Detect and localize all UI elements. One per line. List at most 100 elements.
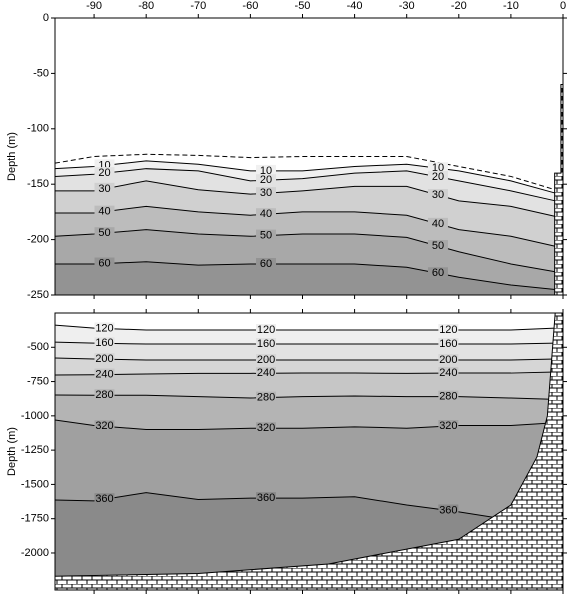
x-tick-label: -40 — [347, 0, 363, 12]
y-tick-label: -100 — [27, 123, 49, 135]
contour-label-bg — [438, 367, 459, 380]
contour-label: 120 — [439, 324, 457, 336]
contour-label: 320 — [257, 422, 275, 434]
contour-label: 30 — [260, 187, 272, 199]
contour-label-bg — [256, 492, 277, 505]
contour-label: 50 — [98, 227, 110, 239]
contour-label-bg — [438, 354, 459, 367]
contour-label-bg — [427, 267, 448, 280]
contour-label-bg — [427, 189, 448, 202]
contour-label: 20 — [432, 171, 444, 183]
y-tick-label: -2000 — [21, 547, 49, 559]
seabed — [55, 313, 563, 590]
contour-label: 60 — [98, 257, 110, 269]
contour-label-bg — [94, 493, 115, 506]
x-tick-label: -60 — [242, 0, 258, 12]
y-tick-label: -1250 — [21, 444, 49, 456]
contour-label: 30 — [98, 183, 110, 195]
contour-label: 360 — [439, 504, 457, 516]
y-axis-label: Depth (m) — [6, 427, 18, 476]
contour-label: 240 — [439, 367, 457, 379]
contour-label: 200 — [95, 353, 113, 365]
contour-line — [55, 180, 556, 217]
contour-label: 160 — [439, 338, 457, 350]
contour-label-bg — [94, 182, 115, 195]
plot-frame — [54, 17, 564, 296]
contour-label-bg — [256, 208, 277, 221]
x-tick-label: -30 — [399, 0, 415, 12]
y-tick-label: 0 — [43, 12, 49, 24]
contour-line — [55, 229, 556, 273]
contour-label: 30 — [432, 189, 444, 201]
contour-label-bg — [94, 167, 115, 180]
contour-label-bg — [94, 353, 115, 366]
contour-label: 40 — [432, 218, 444, 230]
contour-label-bg — [427, 170, 448, 183]
y-tick-label: -250 — [27, 289, 49, 301]
contour-label: 280 — [257, 392, 275, 404]
contour-label: 320 — [95, 420, 113, 432]
contour-line — [55, 394, 556, 400]
contour-label: 20 — [260, 174, 272, 186]
contour-line — [55, 261, 556, 290]
contour-line — [55, 160, 556, 194]
contour-label-bg — [256, 187, 277, 200]
contour-label-bg — [256, 324, 277, 337]
y-tick-label: -50 — [33, 67, 49, 79]
x-tick-label: -50 — [295, 0, 311, 12]
contour-line — [55, 153, 556, 191]
contour-label: 10 — [260, 165, 272, 177]
contour-label-bg — [94, 227, 115, 240]
contour-label-bg — [94, 257, 115, 270]
x-tick-label: -80 — [138, 0, 154, 12]
x-tick-label: -70 — [190, 0, 206, 12]
contour-label-bg — [438, 390, 459, 403]
contour-label-bg — [256, 337, 277, 350]
contour-label: 280 — [95, 389, 113, 401]
contour-label-bg — [94, 368, 115, 381]
contour-label-bg — [438, 324, 459, 337]
contour-label: 20 — [98, 167, 110, 179]
contour-label-bg — [94, 337, 115, 350]
y-tick-label: -1750 — [21, 513, 49, 525]
contour-label: 120 — [95, 322, 113, 334]
x-tick-label: -20 — [451, 0, 467, 12]
contour-label-bg — [427, 217, 448, 230]
y-tick-label: -200 — [27, 234, 49, 246]
contour-band — [55, 261, 556, 295]
contour-line — [55, 492, 556, 527]
contour-label-bg — [94, 389, 115, 402]
contour-label-bg — [256, 422, 277, 435]
contour-label: 280 — [439, 391, 457, 403]
y-tick-label: -150 — [27, 178, 49, 190]
contour-label: 200 — [257, 354, 275, 366]
contour-label: 60 — [260, 258, 272, 270]
contour-label: 40 — [98, 206, 110, 218]
contour-label-bg — [94, 420, 115, 433]
contour-line — [55, 205, 556, 247]
contour-label: 40 — [260, 208, 272, 220]
contour-line — [55, 357, 556, 361]
contour-line — [55, 419, 556, 431]
contour-label: 50 — [432, 240, 444, 252]
y-tick-label: -1000 — [21, 410, 49, 422]
contour-label-bg — [427, 240, 448, 253]
contour-label-bg — [256, 354, 277, 367]
contour-label: 60 — [432, 267, 444, 279]
contour-label: 160 — [95, 337, 113, 349]
contour-label-bg — [438, 419, 459, 432]
plot-frame — [54, 312, 564, 591]
seabed — [554, 83, 563, 295]
contour-label: 200 — [439, 354, 457, 366]
contour-label: 160 — [257, 338, 275, 350]
contour-label-bg — [256, 257, 277, 270]
contour-label: 360 — [257, 492, 275, 504]
contour-label-bg — [94, 205, 115, 218]
contour-label: 120 — [257, 324, 275, 336]
x-tick-label: 0 — [560, 0, 566, 12]
contour-line — [55, 341, 556, 345]
contour-label-bg — [94, 322, 115, 335]
